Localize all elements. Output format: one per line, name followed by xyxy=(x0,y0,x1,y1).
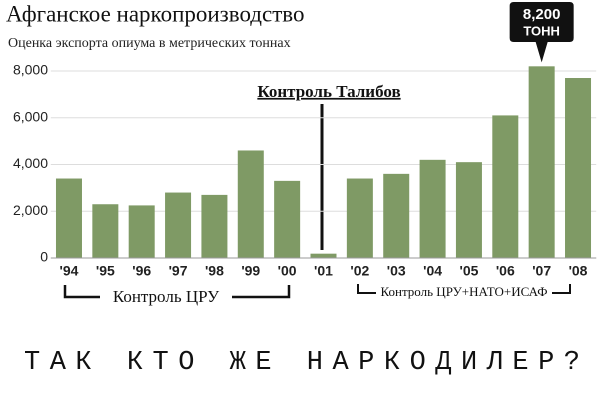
x-tick-label: '95 xyxy=(96,263,115,279)
y-tick-label: 6,000 xyxy=(13,108,48,124)
x-tick-label: '03 xyxy=(387,263,406,279)
callout-box xyxy=(509,2,574,63)
bracket xyxy=(63,285,291,299)
bar xyxy=(165,192,192,258)
x-tick-label: '02 xyxy=(350,263,369,279)
x-tick-label: '94 xyxy=(60,263,79,279)
bar xyxy=(92,204,119,258)
bar xyxy=(128,205,155,258)
x-tick-label: '98 xyxy=(205,263,224,279)
bar xyxy=(419,159,446,258)
nato-bracket xyxy=(357,284,571,294)
chart-subtitle: Оценка экспорта опиума в метрических тон… xyxy=(8,36,291,51)
value-label: 8,200 xyxy=(523,6,561,23)
bar xyxy=(492,115,519,258)
x-tick-label: '00 xyxy=(278,263,297,279)
bar xyxy=(383,173,410,258)
bar xyxy=(237,150,264,258)
bar xyxy=(201,194,228,258)
footer-question: ТАК КТО ЖЕ НАРКОДИЛЕР? xyxy=(24,348,580,378)
bar xyxy=(565,78,592,258)
taliban-annotation: Контроль Талибов xyxy=(257,82,401,250)
x-tick-label: '99 xyxy=(241,263,260,279)
bar xyxy=(528,66,555,258)
x-tick-label: '04 xyxy=(423,263,442,279)
y-tick-label: 4,000 xyxy=(13,155,48,171)
annotation: Контроль Талибов xyxy=(257,82,400,101)
x-tick-label: '01 xyxy=(314,263,333,279)
bar xyxy=(346,178,373,258)
cia-bracket xyxy=(63,285,291,299)
bar xyxy=(274,180,301,258)
x-tick-label: '07 xyxy=(532,263,551,279)
x-tick-label: '06 xyxy=(496,263,515,279)
x-tick-label: '05 xyxy=(459,263,478,279)
annotation: Контроль ЦРУ+НАТО+ИСАФ xyxy=(380,284,547,299)
callout-unit: ТОНН xyxy=(523,23,560,38)
bar xyxy=(310,253,337,258)
x-tick-label: '08 xyxy=(569,263,588,279)
x-tick-label: '97 xyxy=(169,263,188,279)
bar xyxy=(55,178,82,258)
y-tick-label: 0 xyxy=(40,249,48,265)
annotation: Контроль ЦРУ xyxy=(113,287,220,306)
y-tick-label: 8,000 xyxy=(13,62,48,78)
y-tick-label: 2,000 xyxy=(13,202,48,218)
x-tick-label: '96 xyxy=(132,263,151,279)
bar xyxy=(455,162,482,258)
chart-title: Афганское наркопроизводство xyxy=(6,1,304,26)
bracket xyxy=(357,284,571,294)
